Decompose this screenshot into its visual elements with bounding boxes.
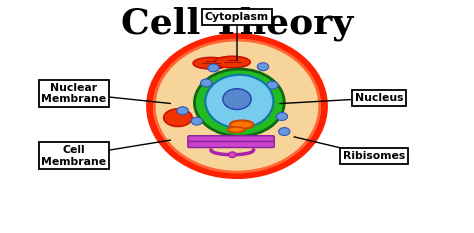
FancyBboxPatch shape	[188, 136, 274, 142]
Ellipse shape	[228, 127, 245, 133]
Text: Ribisomes: Ribisomes	[343, 151, 405, 161]
Text: Cell Theory: Cell Theory	[121, 7, 353, 41]
Ellipse shape	[150, 37, 324, 175]
Ellipse shape	[276, 113, 288, 120]
Ellipse shape	[279, 128, 290, 136]
Ellipse shape	[257, 63, 269, 71]
Ellipse shape	[205, 75, 273, 128]
Text: Cell
Membrane: Cell Membrane	[41, 145, 107, 167]
Ellipse shape	[164, 109, 192, 127]
Ellipse shape	[208, 64, 219, 72]
Ellipse shape	[230, 120, 254, 129]
Text: Nucleus: Nucleus	[355, 93, 403, 103]
Ellipse shape	[193, 58, 229, 69]
Ellipse shape	[194, 69, 284, 136]
Ellipse shape	[155, 40, 319, 172]
Ellipse shape	[191, 117, 202, 125]
Ellipse shape	[201, 79, 212, 87]
FancyBboxPatch shape	[188, 141, 274, 147]
Ellipse shape	[223, 89, 251, 110]
Ellipse shape	[228, 152, 236, 158]
Text: Nuclear
Membrane: Nuclear Membrane	[41, 82, 107, 104]
Text: Cytoplasm: Cytoplasm	[205, 12, 269, 22]
Ellipse shape	[177, 107, 188, 115]
Ellipse shape	[267, 81, 278, 89]
Ellipse shape	[214, 56, 250, 68]
